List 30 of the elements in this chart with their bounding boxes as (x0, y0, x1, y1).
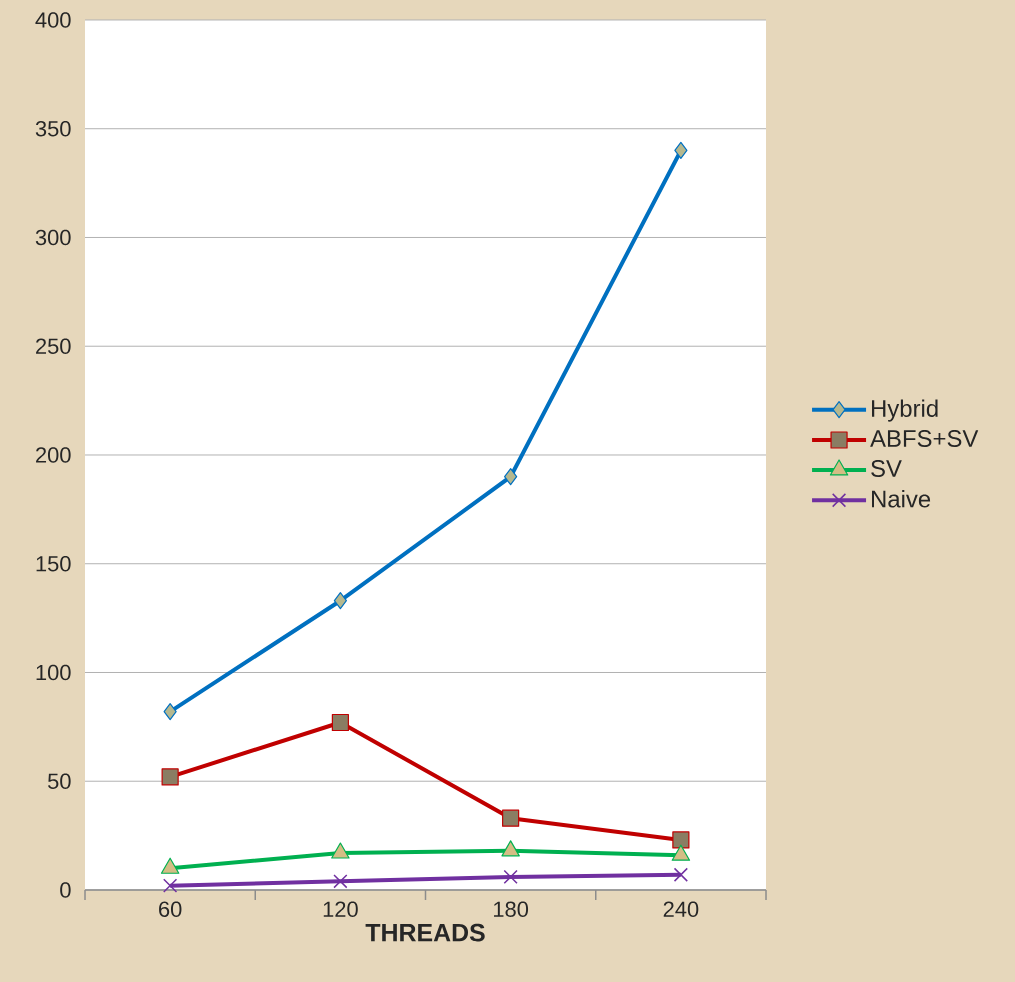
x-tick-label: 60 (159, 901, 182, 918)
y-tick-label: 350 (35, 120, 71, 137)
y-tick-label: 400 (35, 12, 71, 28)
legend-label: Naive (872, 489, 931, 508)
point (333, 592, 347, 610)
point (331, 713, 349, 732)
point (673, 867, 688, 882)
point (333, 874, 348, 889)
point (504, 468, 518, 486)
point (674, 141, 688, 160)
legend-label: SV (871, 459, 902, 477)
x-tick-label: 120 (323, 901, 358, 918)
x-tick-label: 180 (494, 901, 529, 918)
y-tick-label: 250 (36, 338, 71, 354)
y-tick-label: 50 (48, 773, 71, 789)
point (161, 768, 179, 786)
legend-label: Hybrid (872, 399, 938, 422)
y-tick-label: 150 (36, 555, 71, 572)
point (163, 703, 177, 721)
point (163, 878, 178, 893)
legend-label: ABFS+SV (870, 430, 979, 447)
point (502, 809, 520, 827)
point (503, 869, 518, 885)
y-tick-label: 300 (35, 229, 71, 246)
y-tick-label: 100 (36, 664, 71, 681)
x-tick-label: 240 (663, 901, 699, 918)
y-tick-label: 0 (60, 882, 71, 898)
y-tick-label: 200 (36, 447, 71, 463)
x-axis-title: THREADS (365, 923, 485, 942)
point (672, 831, 690, 849)
